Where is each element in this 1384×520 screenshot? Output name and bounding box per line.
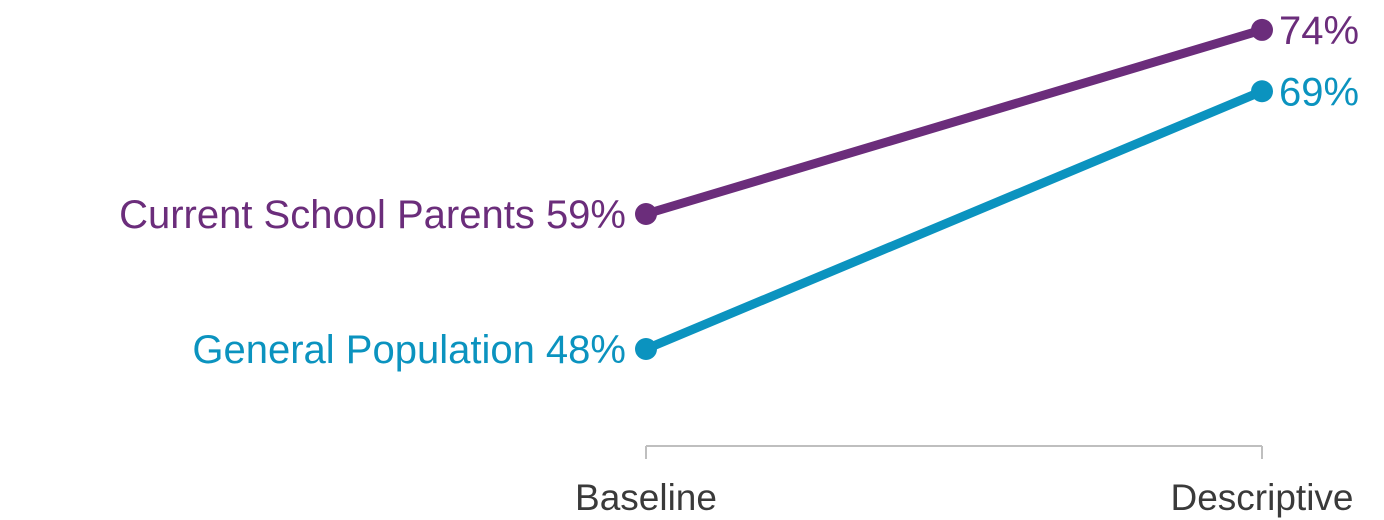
series-label-general-population: General Population 48% [192, 328, 626, 372]
value-label-current-school-parents-descriptive: 74% [1279, 9, 1359, 53]
data-point-general-population-baseline [635, 338, 657, 360]
x-axis: Baseline Descriptive [575, 445, 1354, 518]
data-point-current-school-parents-baseline [635, 203, 657, 225]
label-layer: Current School Parents 59% 74% General Pop… [119, 9, 1359, 372]
x-tick-label-descriptive: Descriptive [1171, 477, 1354, 518]
x-tick-label-baseline: Baseline [575, 477, 717, 518]
data-point-current-school-parents-descriptive [1251, 18, 1273, 41]
series-layer [635, 18, 1273, 360]
series-label-current-school-parents: Current School Parents 59% [119, 193, 626, 237]
series-line-current-school-parents [641, 25, 1267, 219]
series-line-general-population [641, 86, 1267, 354]
value-label-general-population-descriptive: 69% [1279, 70, 1359, 114]
data-point-general-population-descriptive [1251, 80, 1273, 103]
